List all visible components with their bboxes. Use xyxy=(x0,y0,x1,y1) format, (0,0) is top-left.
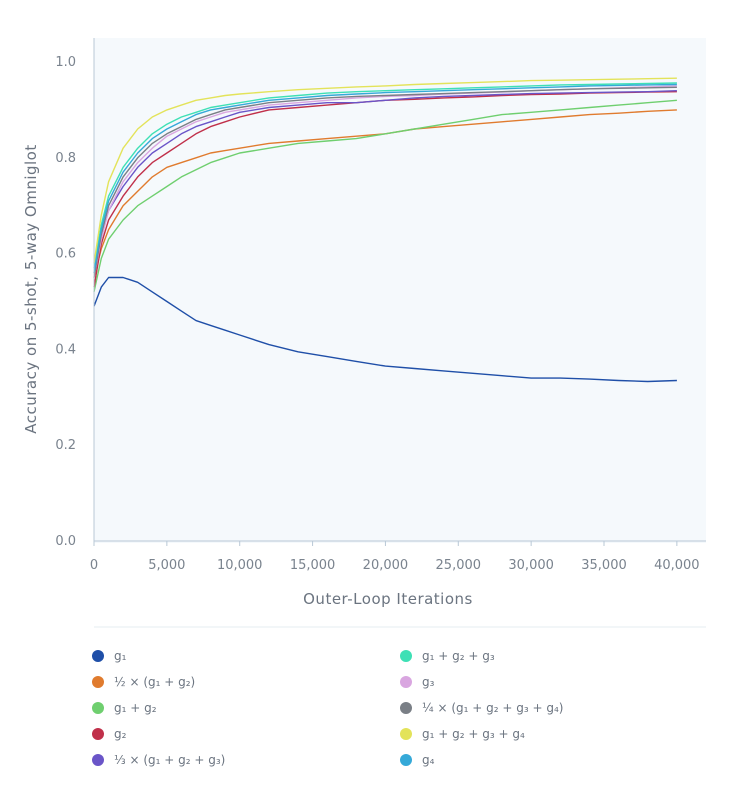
series-line-4 xyxy=(93,91,677,288)
series-line-6 xyxy=(93,82,677,269)
series-line-8 xyxy=(93,86,677,278)
legend-swatch xyxy=(400,702,412,714)
x-tick-label: 0 xyxy=(90,558,98,573)
legend-item: g₁ xyxy=(92,646,126,666)
legend-label: g₂ xyxy=(114,727,127,741)
legend-item: g₁ + g₂ xyxy=(92,698,157,718)
x-tick-label: 30,000 xyxy=(508,558,554,573)
legend-swatch xyxy=(400,676,412,688)
legend-swatch xyxy=(92,754,104,766)
x-tick-label: 25,000 xyxy=(436,558,482,573)
legend-swatch xyxy=(400,650,412,662)
y-tick-group: 0.0 0.2 0.4 0.6 0.8 1.0 xyxy=(55,55,76,549)
legend-label: g₁ + g₂ + g₃ + g₄ xyxy=(422,727,525,741)
legend: g₁ ½ × (g₁ + g₂) g₁ + g₂ g₂ ⅓ × (g₁ + g₂ + g… xyxy=(92,640,712,790)
legend-label: g₁ xyxy=(114,649,127,663)
y-tick-label: 0.4 xyxy=(55,342,76,357)
legend-swatch xyxy=(92,728,104,740)
legend-swatch xyxy=(92,650,104,662)
series-line-5 xyxy=(93,90,677,273)
series-line-3 xyxy=(93,99,677,293)
legend-swatch xyxy=(92,702,104,714)
x-tick-label: 35,000 xyxy=(581,558,627,573)
legend-label: ¼ × (g₁ + g₂ + g₃ + g₄) xyxy=(422,701,564,715)
legend-item: g₁ + g₂ + g₃ xyxy=(400,646,495,666)
legend-swatch xyxy=(92,676,104,688)
legend-item: g₁ + g₂ + g₃ + g₄ xyxy=(400,724,525,744)
x-tick-label: 15,000 xyxy=(290,558,336,573)
y-tick-label: 0.2 xyxy=(55,438,76,453)
x-tick-label: 5,000 xyxy=(148,558,185,573)
legend-item: ¼ × (g₁ + g₂ + g₃ + g₄) xyxy=(400,698,563,718)
legend-item: ½ × (g₁ + g₂) xyxy=(92,672,195,692)
legend-item: g₄ xyxy=(400,750,434,770)
series-line-1 xyxy=(93,276,677,383)
legend-label: g₁ + g₂ xyxy=(114,701,157,715)
legend-swatch xyxy=(400,728,412,740)
y-tick-label: 0.6 xyxy=(55,247,76,262)
x-tick-label: 20,000 xyxy=(363,558,409,573)
legend-item: ⅓ × (g₁ + g₂ + g₃) xyxy=(92,750,225,770)
legend-label: ⅓ × (g₁ + g₂ + g₃) xyxy=(114,753,226,767)
y-tick-label: 1.0 xyxy=(55,55,76,70)
y-axis-title: Accuracy on 5-shot, 5-way Omniglot xyxy=(22,144,40,433)
y-tick-label: 0.0 xyxy=(55,534,76,549)
legend-label: ½ × (g₁ + g₂) xyxy=(114,675,196,689)
line-chart: 0.0 0.2 0.4 0.6 0.8 1.0 0 5,000 10,000 15,000 20,… xyxy=(22,38,706,628)
y-tick-label: 0.8 xyxy=(55,151,76,166)
legend-item: g₃ xyxy=(400,672,434,692)
series-line-2 xyxy=(93,109,677,278)
x-axis-title: Outer-Loop Iterations xyxy=(303,590,473,608)
series-layer xyxy=(93,77,677,383)
legend-label: g₄ xyxy=(422,753,435,767)
legend-label: g₃ xyxy=(422,675,435,689)
legend-item: g₂ xyxy=(92,724,126,744)
x-tick-label: 10,000 xyxy=(217,558,263,573)
legend-swatch xyxy=(400,754,412,766)
x-tick-label: 40,000 xyxy=(654,558,700,573)
series-line-9 xyxy=(93,77,677,264)
series-line-10 xyxy=(93,83,677,273)
x-tick-group: 0 5,000 10,000 15,000 20,000 25,000 30,000 35,0… xyxy=(90,541,700,573)
legend-label: g₁ + g₂ + g₃ xyxy=(422,649,495,663)
